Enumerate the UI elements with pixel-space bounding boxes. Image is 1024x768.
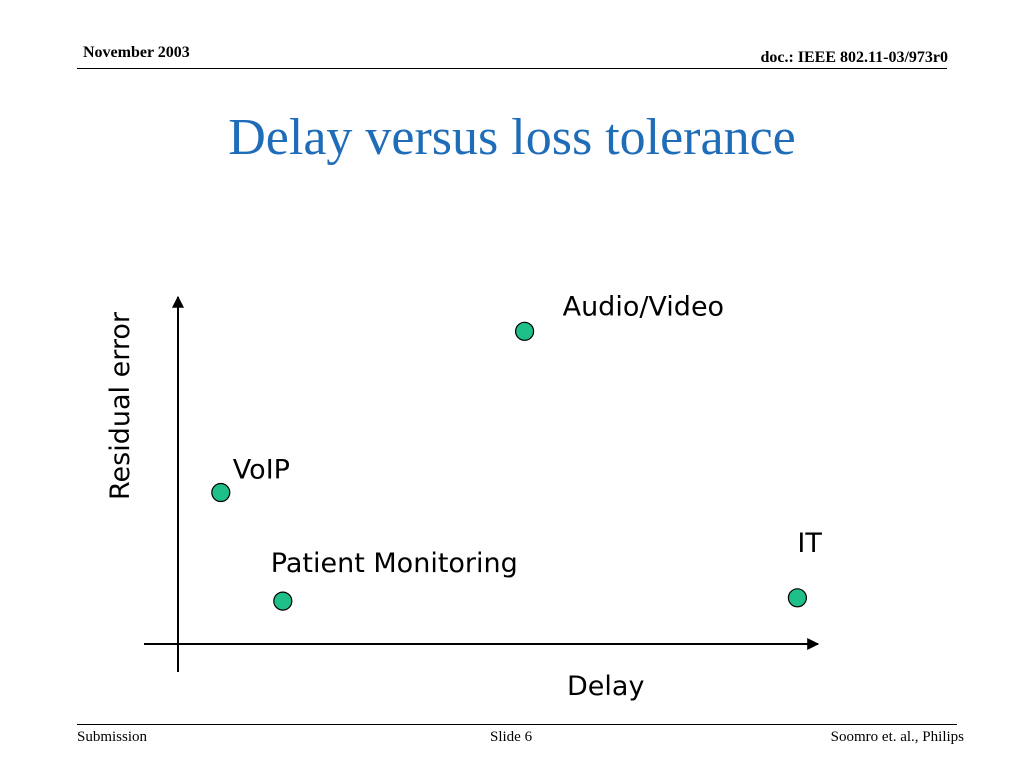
header-date: November 2003 <box>83 44 190 61</box>
data-point-label: IT <box>797 528 822 559</box>
header-divider <box>77 68 947 69</box>
x-axis-label: Delay <box>567 671 644 702</box>
slide-title: Delay versus loss tolerance <box>228 109 796 166</box>
y-axis-label: Residual error <box>105 311 136 500</box>
points-layer: Audio/Video VoIP Patient Monitoring IT <box>211 291 822 611</box>
data-point <box>787 588 808 608</box>
data-point-label: VoIP <box>233 455 290 486</box>
footer-divider <box>77 724 957 725</box>
data-point <box>211 482 231 503</box>
data-point <box>514 321 535 341</box>
footer-slide-number: Slide 6 <box>490 729 533 745</box>
data-point <box>273 591 293 611</box>
header-doc-id: doc.: IEEE 802.11-03/973r0 <box>760 49 948 66</box>
data-point-label: Audio/Video <box>563 291 725 322</box>
data-point-label: Patient Monitoring <box>271 548 518 579</box>
footer-submission: Submission <box>77 729 148 745</box>
footer-authors: Soomro et. al., Philips <box>830 729 964 745</box>
